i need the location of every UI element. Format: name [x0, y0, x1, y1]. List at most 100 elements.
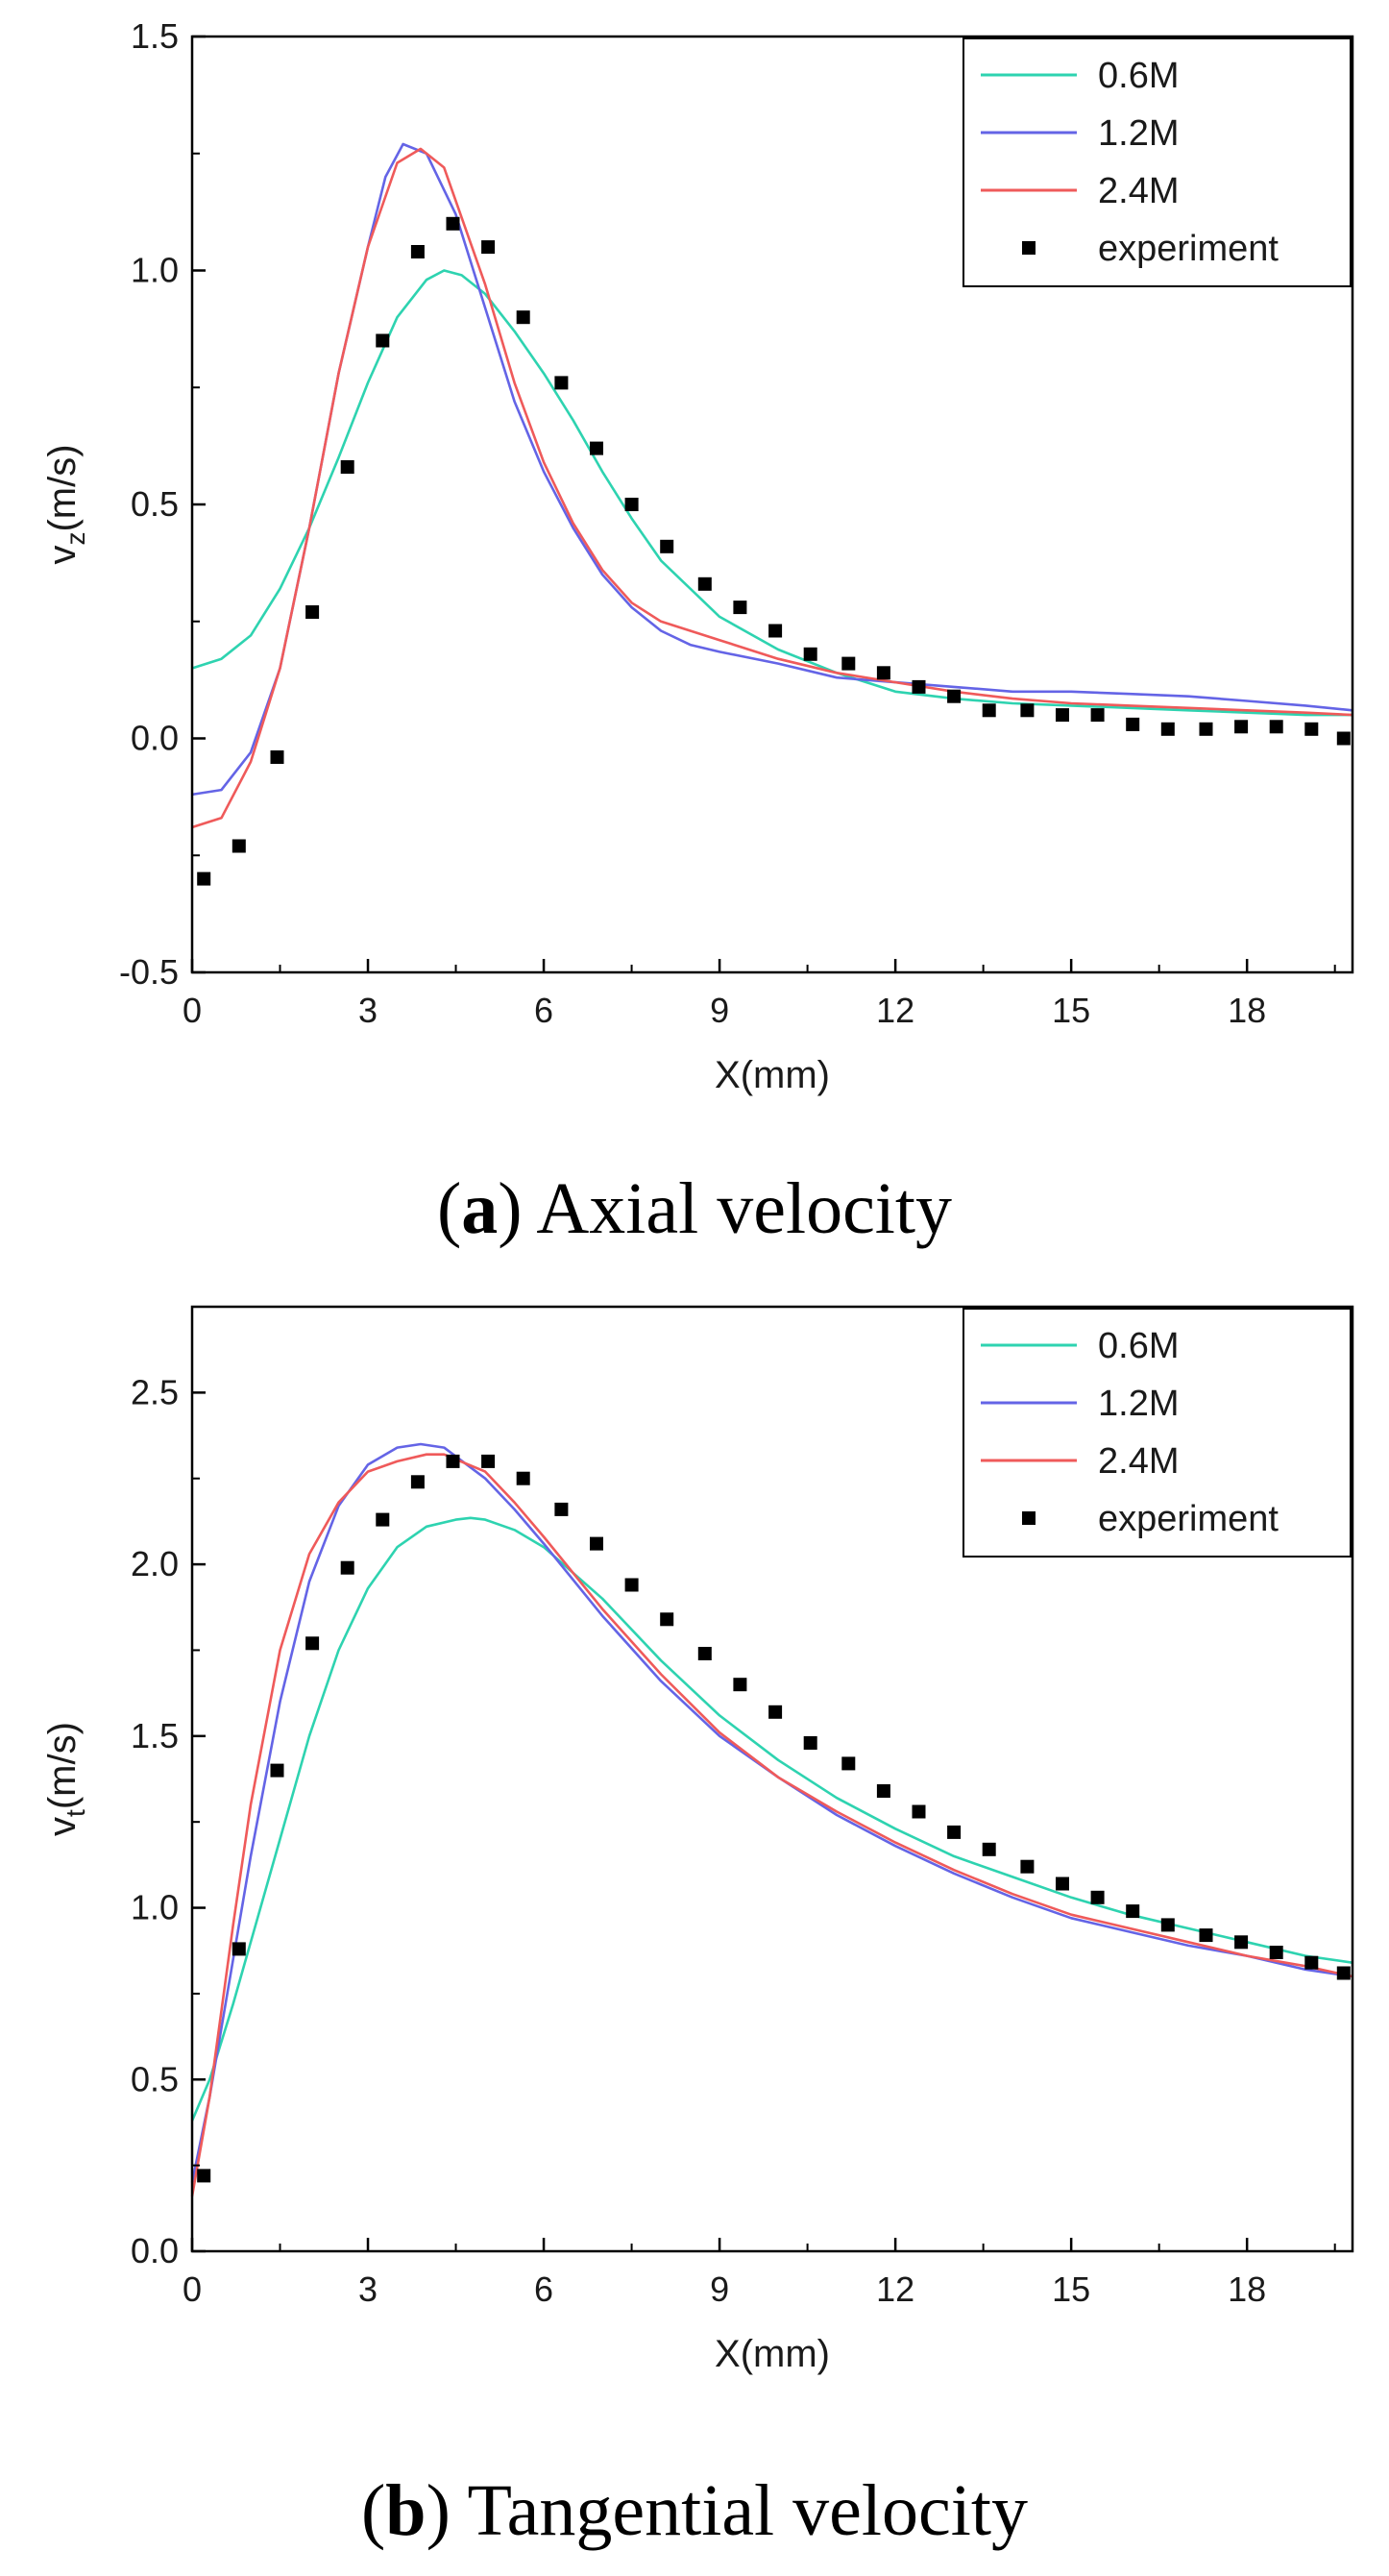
experiment-point [376, 1512, 390, 1527]
experiment-point [305, 1636, 320, 1651]
experiment-point [982, 703, 996, 718]
experiment-point [270, 1763, 284, 1778]
y-axis-label-base: v [41, 546, 84, 565]
caption-a-letter: a [461, 1168, 499, 1249]
y-axis-label: vz(m/s) [41, 444, 90, 564]
legend-label: experiment [1098, 1499, 1279, 1539]
y-tick-label: -0.5 [119, 952, 179, 992]
experiment-point [982, 1842, 996, 1856]
y-tick-label: 2.5 [131, 1372, 179, 1411]
x-tick-label: 18 [1228, 2269, 1266, 2309]
y-tick-label: 2.0 [131, 1544, 179, 1583]
series-line-0.6M [191, 269, 1352, 717]
y-axis-label-base: v [41, 1817, 84, 1836]
experiment-point [624, 498, 639, 511]
experiment-point [876, 1784, 890, 1798]
x-tick-label: 9 [710, 2269, 729, 2309]
experiment-point [340, 460, 354, 474]
experiment-point [554, 1502, 569, 1516]
experiment-point [590, 1536, 603, 1551]
experiment-point [768, 624, 783, 638]
chart-a: 0 3 6 9 12 15 18 -0.5 0.0 0.5 1.0 1.5 X(mm) vz(m/s) 0.… [41, 16, 1354, 1096]
caption-b-letter: b [385, 2470, 426, 2551]
experiment-point [697, 1647, 712, 1660]
y-axis-label-unit: (m/s) [41, 1722, 84, 1809]
experiment-point [1056, 708, 1069, 723]
experiment-point [1199, 1928, 1213, 1943]
y-tick-label: 0.5 [131, 484, 179, 524]
experiment-point [803, 1736, 817, 1750]
experiment-point [1090, 708, 1105, 723]
experiment-point [1336, 1966, 1351, 1980]
experiment-point [554, 376, 569, 390]
x-tick-label: 15 [1052, 2269, 1090, 2309]
experiment-point [697, 577, 712, 591]
x-tick-label: 6 [534, 991, 553, 1030]
experiment-point [947, 689, 962, 703]
experiment-point [876, 666, 890, 680]
caption-a: (a) Axial velocity [436, 1168, 953, 1249]
experiment-point [1234, 1935, 1249, 1950]
x-tick-label: 12 [876, 991, 914, 1030]
experiment-point [1336, 731, 1351, 746]
y-tick-label: 0.0 [131, 719, 179, 758]
experiment-point [1056, 1877, 1069, 1891]
x-tick-label: 3 [358, 2269, 378, 2309]
y-axis-label-unit: (m/s) [41, 444, 84, 531]
experiment-point [1090, 1890, 1105, 1904]
legend-marker-experiment [1022, 1511, 1036, 1525]
x-tick-label: 9 [710, 991, 729, 1030]
experiment-point [660, 539, 674, 553]
x-tick-label: 6 [534, 2269, 553, 2309]
experiment-point [232, 1942, 246, 1956]
caption-b-text: Tangential velocity [467, 2470, 1028, 2551]
experiment-point [516, 1471, 530, 1485]
legend-label: experiment [1098, 229, 1279, 269]
experiment-point [733, 601, 747, 615]
y-tick-label: 1.0 [131, 1888, 179, 1927]
chart-b: 0 3 6 9 12 15 18 0.0 0.5 1.0 1.5 2.0 2.5 X(mm) vt(m/s)… [41, 1305, 1354, 2375]
x-tick-label: 12 [876, 2269, 914, 2309]
experiment-point [590, 441, 603, 455]
experiment-point [803, 647, 817, 661]
x-tick-label: 15 [1052, 991, 1090, 1030]
x-tick-label: 0 [183, 991, 202, 1030]
x-tick-label: 3 [358, 991, 378, 1030]
series-line-2.4M [190, 1453, 1353, 2197]
experiment-point [481, 1454, 496, 1468]
plot-frame [190, 1305, 1354, 2253]
experiment-point [516, 310, 530, 325]
x-tick-label: 0 [183, 2269, 202, 2309]
experiment-point [1126, 717, 1140, 731]
y-tick-label: 0.0 [131, 2231, 179, 2270]
experiment-point [733, 1678, 747, 1692]
experiment-point [446, 1454, 460, 1468]
y-axis-label-sub: t [61, 1809, 90, 1817]
y-tick-label: 1.0 [131, 251, 179, 290]
experiment-point [1160, 722, 1175, 736]
experiment-point [624, 1578, 639, 1592]
experiment-point [305, 605, 320, 619]
experiment-point [270, 750, 284, 764]
experiment-point [912, 1804, 926, 1819]
legend-label: 0.6M [1098, 1326, 1179, 1366]
y-axis-label: vt(m/s) [41, 1722, 90, 1836]
experiment-point [1199, 722, 1213, 736]
series-line-0.6M [190, 1516, 1353, 2122]
experiment-point [1234, 720, 1249, 734]
experiment-point [1269, 720, 1283, 734]
experiment-point [410, 245, 425, 258]
experiment-point [1160, 1918, 1175, 1932]
legend-label: 1.2M [1098, 1384, 1179, 1424]
experiment-point [376, 333, 390, 348]
experiment-point [446, 216, 460, 231]
experiment-point [340, 1560, 354, 1575]
y-axis-label-sub: z [61, 532, 90, 546]
legend-label: 2.4M [1098, 1441, 1179, 1482]
legend-label: 0.6M [1098, 56, 1179, 96]
experiment-point [481, 240, 496, 255]
experiment-point [841, 1756, 856, 1771]
experiment-point [768, 1705, 783, 1719]
caption-b: (b) Tangential velocity [360, 2470, 1028, 2551]
